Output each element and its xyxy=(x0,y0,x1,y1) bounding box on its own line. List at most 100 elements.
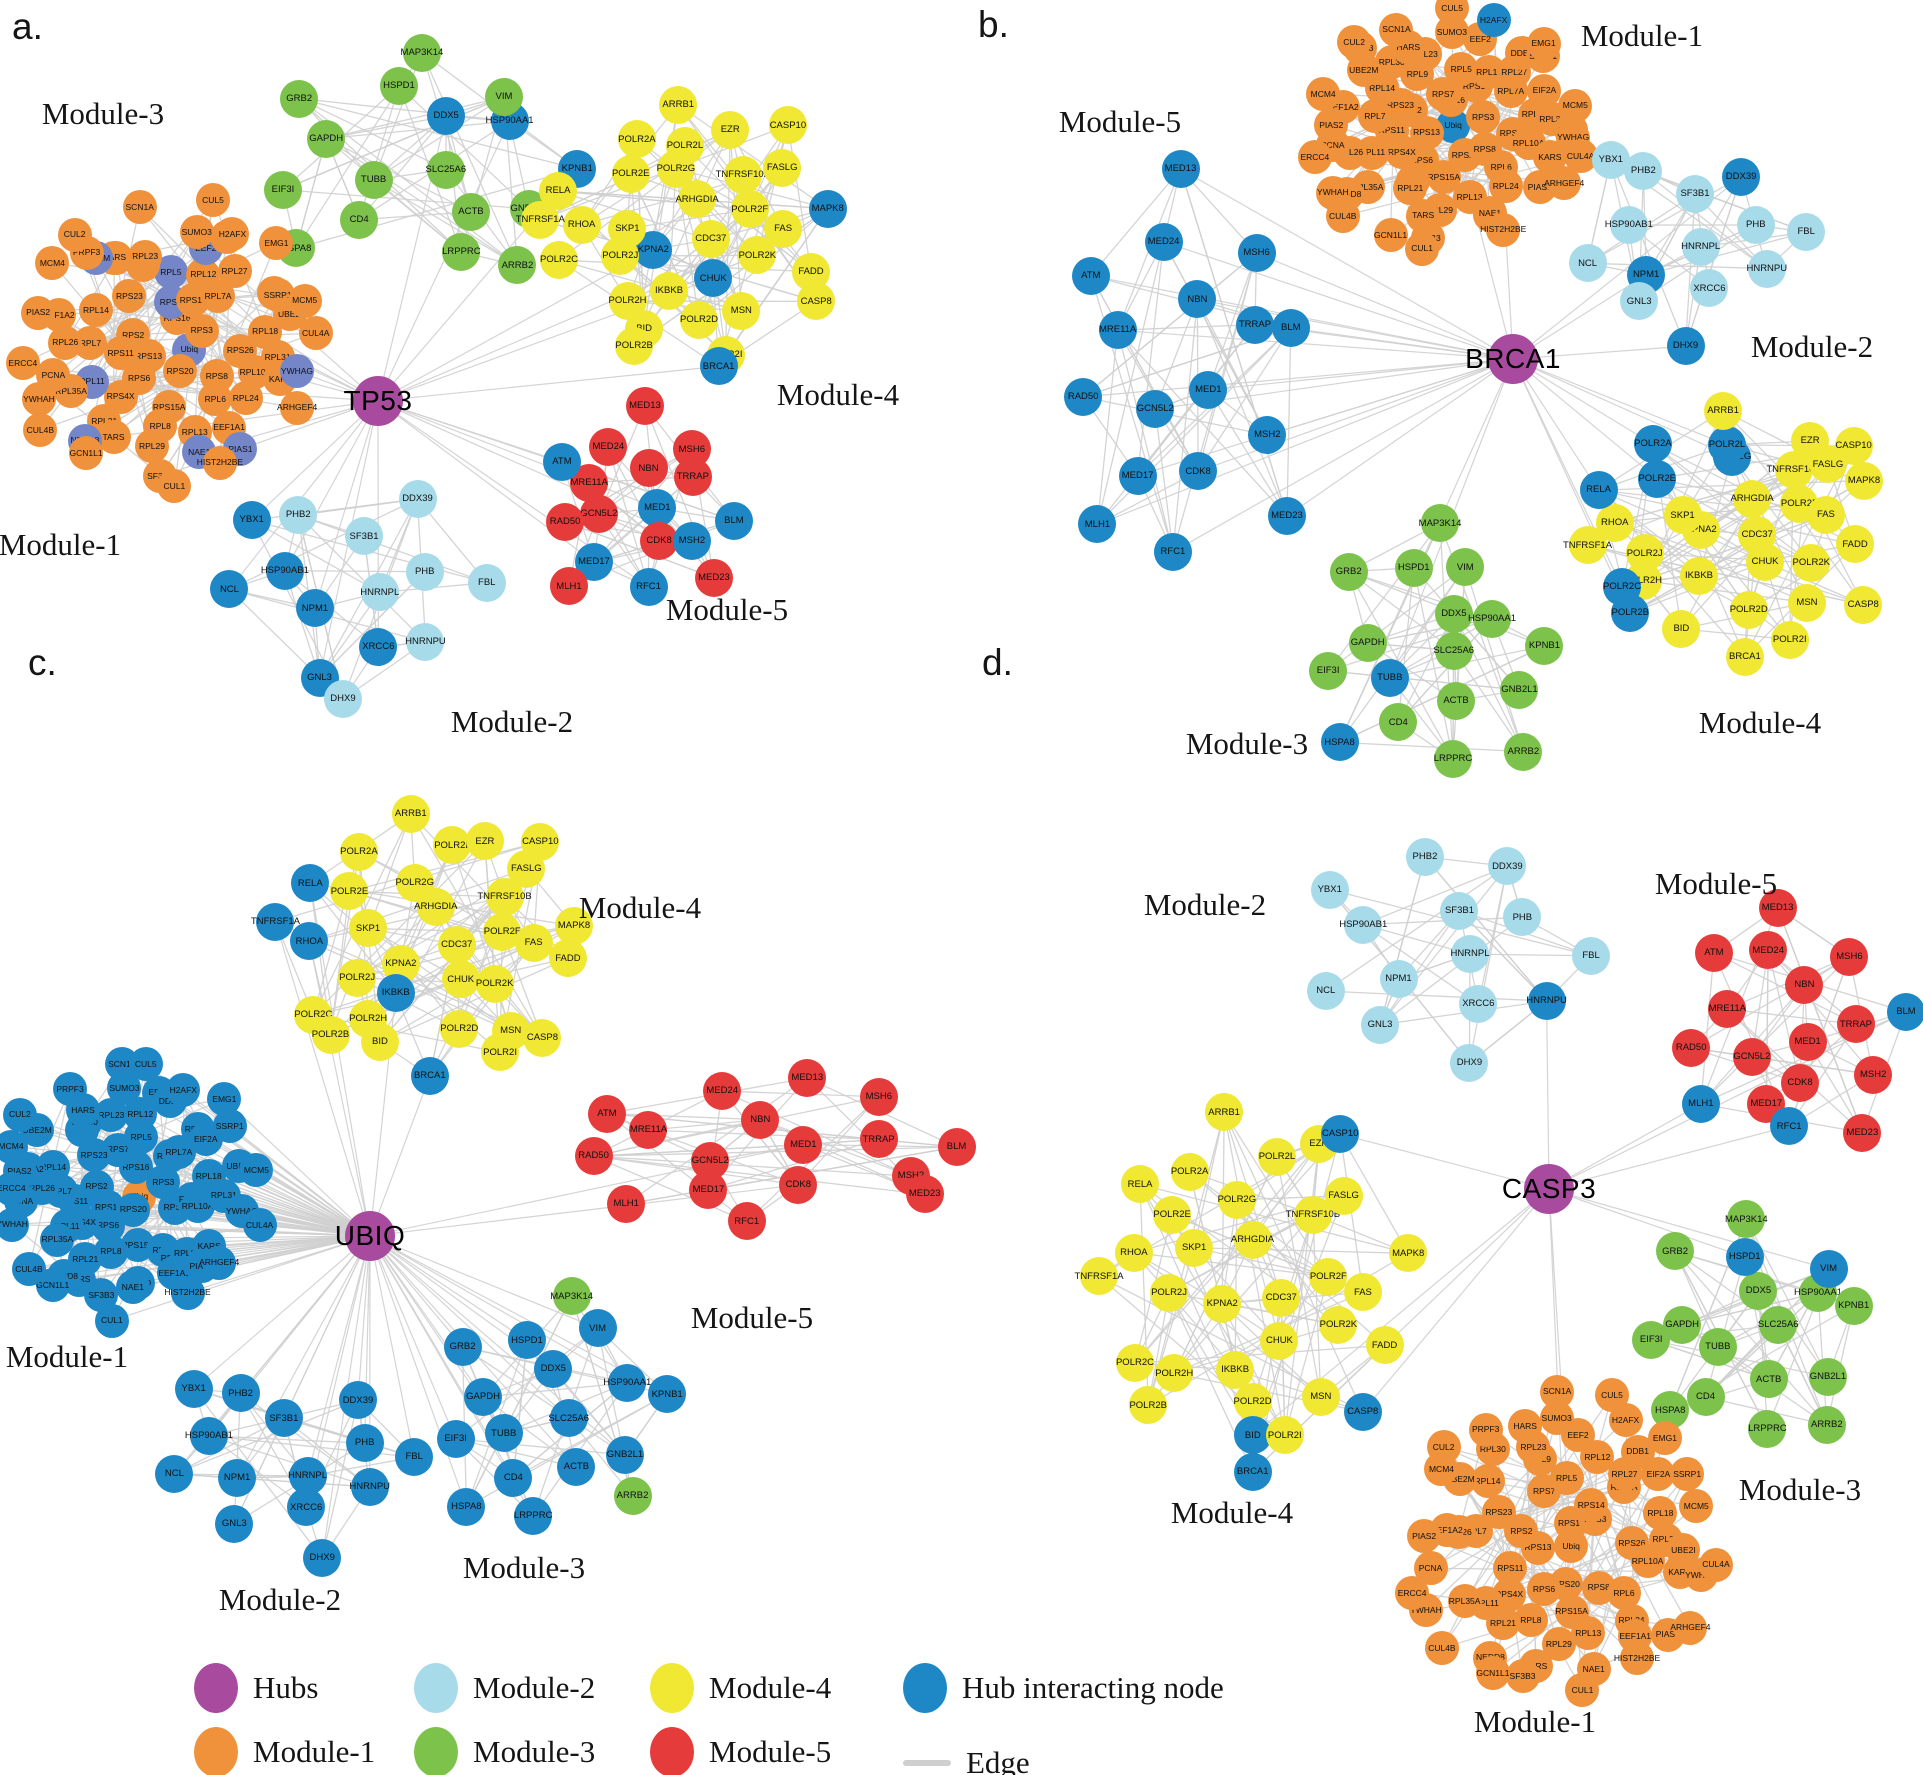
node-RAD50[interactable]: RAD50 xyxy=(574,1137,613,1176)
node-RPL29[interactable]: RPL29 xyxy=(134,429,169,464)
node-RHOA[interactable]: RHOA xyxy=(1114,1233,1153,1272)
node-CUL5[interactable]: CUL5 xyxy=(128,1047,163,1082)
node-YWHAH[interactable]: YWHAH xyxy=(0,1207,30,1242)
node-PIAS2[interactable]: PIAS2 xyxy=(1314,108,1349,143)
node-YWHAG[interactable]: YWHAG xyxy=(279,353,314,388)
node-YBX1[interactable]: YBX1 xyxy=(1310,870,1349,909)
node-MAP3K14[interactable]: MAP3K14 xyxy=(550,1277,593,1316)
node-TRRAP[interactable]: TRRAP xyxy=(859,1120,898,1159)
node-DHX9[interactable]: DHX9 xyxy=(303,1539,342,1578)
node-LRPPRC[interactable]: LRPPRC xyxy=(442,233,481,272)
node-ACTB[interactable]: ACTB xyxy=(1436,682,1475,721)
node-VIM[interactable]: VIM xyxy=(484,78,523,117)
node-KPNB1[interactable]: KPNB1 xyxy=(1834,1286,1873,1325)
node-CUL4A[interactable]: CUL4A xyxy=(298,316,333,351)
node-POLR2F[interactable]: POLR2F xyxy=(1309,1257,1348,1296)
node-POLR2K[interactable]: POLR2K xyxy=(475,965,514,1004)
node-HNRNPU[interactable]: HNRNPU xyxy=(349,1467,390,1506)
node-CUL5[interactable]: CUL5 xyxy=(1594,1378,1629,1413)
node-RPS20[interactable]: RPS20 xyxy=(163,354,198,389)
node-BID[interactable]: BID xyxy=(1662,609,1701,648)
node-FAS[interactable]: FAS xyxy=(1806,496,1845,535)
node-SSRP1[interactable]: SSRP1 xyxy=(1670,1457,1705,1492)
node-MRE11A[interactable]: MRE11A xyxy=(1708,990,1747,1029)
node-CUL1[interactable]: CUL1 xyxy=(1405,231,1440,266)
node-HSPD1[interactable]: HSPD1 xyxy=(379,66,418,105)
node-DDX5[interactable]: DDX5 xyxy=(1434,594,1473,633)
node-CUL2[interactable]: CUL2 xyxy=(1426,1430,1461,1465)
node-MSH2[interactable]: MSH2 xyxy=(1854,1055,1893,1094)
node-MSH6[interactable]: MSH6 xyxy=(1830,937,1869,976)
node-POLR2F[interactable]: POLR2F xyxy=(730,190,769,229)
node-PHB2[interactable]: PHB2 xyxy=(1405,838,1444,877)
node-CUL1[interactable]: CUL1 xyxy=(94,1303,129,1338)
node-HSP90AA1[interactable]: HSP90AA1 xyxy=(603,1363,651,1402)
node-PIAS2[interactable]: PIAS2 xyxy=(1407,1519,1442,1554)
node-POLR2E[interactable]: POLR2E xyxy=(1638,459,1677,498)
node-MSN[interactable]: MSN xyxy=(722,292,761,331)
node-XRCC6[interactable]: XRCC6 xyxy=(1690,269,1729,308)
node-RPL24[interactable]: RPL24 xyxy=(228,381,263,416)
node-GCN1L1[interactable]: GCN1L1 xyxy=(1373,218,1408,253)
node-MED23[interactable]: MED23 xyxy=(1267,497,1306,536)
node-MAP3K14[interactable]: MAP3K14 xyxy=(1725,1200,1768,1239)
node-SF3B1[interactable]: SF3B1 xyxy=(1440,891,1479,930)
node-GNL3[interactable]: GNL3 xyxy=(1361,1005,1400,1044)
node-DDX39[interactable]: DDX39 xyxy=(339,1381,377,1420)
node-HNRNPL[interactable]: HNRNPL xyxy=(360,573,399,612)
node-RPL21[interactable]: RPL21 xyxy=(1486,1606,1521,1641)
node-ARRB2[interactable]: ARRB2 xyxy=(1807,1405,1846,1444)
node-NBN[interactable]: NBN xyxy=(741,1100,780,1139)
node-BLM[interactable]: BLM xyxy=(1271,309,1310,348)
node-VIM[interactable]: VIM xyxy=(578,1309,617,1348)
node-CUL4A[interactable]: CUL4A xyxy=(242,1207,277,1242)
node-RHOA[interactable]: RHOA xyxy=(562,206,601,245)
node-MCM4[interactable]: MCM4 xyxy=(1306,76,1341,111)
node-TNFRSF1A[interactable]: TNFRSF1A xyxy=(1075,1257,1124,1296)
node-CDK8[interactable]: CDK8 xyxy=(1179,452,1218,491)
node-POLR2A[interactable]: POLR2A xyxy=(339,832,378,871)
node-ACTB[interactable]: ACTB xyxy=(1749,1360,1788,1399)
node-MED24[interactable]: MED24 xyxy=(1144,222,1183,261)
node-HSPA8[interactable]: HSPA8 xyxy=(1320,723,1359,762)
node-POLR2I[interactable]: POLR2I xyxy=(1265,1416,1304,1455)
hub-node-ubiq[interactable] xyxy=(345,1211,395,1261)
node-RFC1[interactable]: RFC1 xyxy=(1153,532,1192,571)
node-ATM[interactable]: ATM xyxy=(1694,933,1733,972)
node-GAPDH[interactable]: GAPDH xyxy=(464,1378,503,1417)
node-POLR2H[interactable]: POLR2H xyxy=(608,282,647,321)
node-RPL35A[interactable]: RPL35A xyxy=(40,1222,75,1257)
node-HSPA8[interactable]: HSPA8 xyxy=(447,1488,486,1527)
node-KPNB1[interactable]: KPNB1 xyxy=(1525,627,1564,666)
node-MED24[interactable]: MED24 xyxy=(703,1072,742,1111)
node-CD4[interactable]: CD4 xyxy=(1379,703,1418,742)
node-POLR2L[interactable]: POLR2L xyxy=(433,826,472,865)
node-GRB2[interactable]: GRB2 xyxy=(1329,552,1368,591)
node-POLR2K[interactable]: POLR2K xyxy=(1792,543,1831,582)
node-LRPPRC[interactable]: LRPPRC xyxy=(514,1497,552,1536)
node-HNRNPL[interactable]: HNRNPL xyxy=(1681,227,1720,266)
node-CD4[interactable]: CD4 xyxy=(340,200,379,239)
node-RPL35A[interactable]: RPL35A xyxy=(1447,1584,1482,1619)
node-MED23[interactable]: MED23 xyxy=(1843,1113,1882,1152)
node-BRCA1[interactable]: BRCA1 xyxy=(699,347,738,386)
node-ERCC4[interactable]: ERCC4 xyxy=(5,346,40,381)
node-HSP90AB1[interactable]: HSP90AB1 xyxy=(1339,905,1387,944)
node-ACTB[interactable]: ACTB xyxy=(451,192,490,231)
node-MLH1[interactable]: MLH1 xyxy=(607,1185,646,1224)
node-POLR2C[interactable]: POLR2C xyxy=(540,241,578,280)
node-FBL[interactable]: FBL xyxy=(1572,936,1611,975)
node-MAPK8[interactable]: MAPK8 xyxy=(1845,461,1884,500)
node-RPS3[interactable]: RPS3 xyxy=(184,313,219,348)
node-CASP8[interactable]: CASP8 xyxy=(523,1019,562,1058)
node-MAPK8[interactable]: MAPK8 xyxy=(1389,1234,1428,1273)
node-NBN[interactable]: NBN xyxy=(1785,965,1824,1004)
node-PHB[interactable]: PHB xyxy=(405,552,444,591)
node-POLR2J[interactable]: POLR2J xyxy=(338,958,377,997)
node-POLR2H[interactable]: POLR2H xyxy=(1155,1354,1193,1393)
node-SKP1[interactable]: SKP1 xyxy=(1663,496,1702,535)
node-RPL27[interactable]: RPL27 xyxy=(217,253,252,288)
node-MED13[interactable]: MED13 xyxy=(1758,888,1797,927)
node-MED1[interactable]: MED1 xyxy=(1189,370,1228,409)
node-RPS23[interactable]: RPS23 xyxy=(112,279,147,314)
